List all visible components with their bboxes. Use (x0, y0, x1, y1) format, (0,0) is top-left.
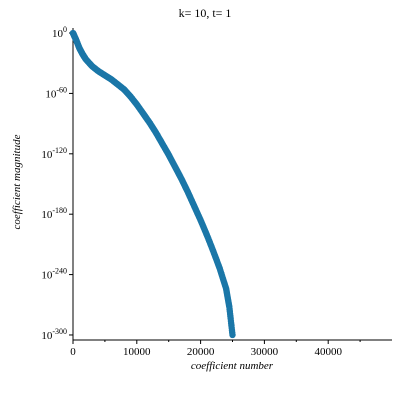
x-tick-label: 0 (70, 346, 76, 358)
x-axis-label: coefficient number (191, 360, 274, 372)
y-tick-label: 10-240 (41, 267, 67, 282)
x-tick-label: 40000 (314, 346, 342, 358)
chart-title: k= 10, t= 1 (179, 6, 232, 20)
x-tick-label: 30000 (251, 346, 279, 358)
data-points (69, 29, 236, 339)
x-tick-label: 20000 (187, 346, 215, 358)
x-ticks: 0 10000 20000 30000 40000 (70, 340, 361, 358)
y-tick-label: 10-300 (41, 327, 67, 342)
y-axis-label: coefficient magnitude (11, 134, 23, 229)
y-tick-label: 10-60 (45, 85, 67, 100)
axes (72, 28, 392, 341)
y-tick-label: 100 (52, 25, 67, 40)
y-tick-label: 10-120 (41, 146, 67, 161)
x-tick-label: 10000 (123, 346, 151, 358)
y-ticks: 100 10-60 10-120 10-180 10-240 10-300 (41, 25, 73, 342)
y-tick-label: 10-180 (41, 206, 67, 221)
data-point (229, 331, 236, 339)
